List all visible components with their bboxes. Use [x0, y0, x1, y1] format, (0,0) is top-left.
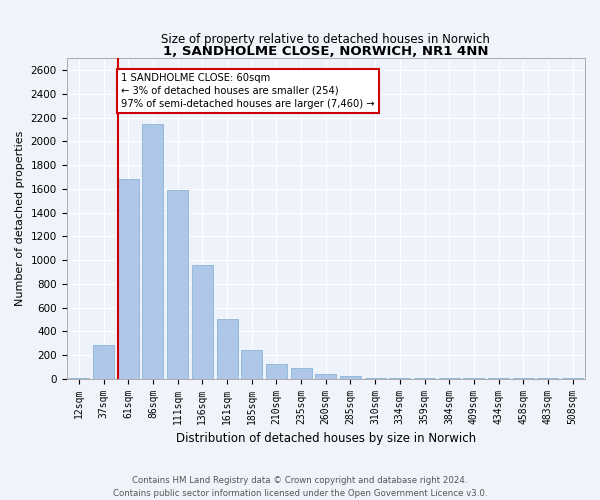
X-axis label: Distribution of detached houses by size in Norwich: Distribution of detached houses by size …: [176, 432, 476, 445]
Bar: [142, 124, 163, 378]
Text: 1 SANDHOLME CLOSE: 60sqm
← 3% of detached houses are smaller (254)
97% of semi-d: 1 SANDHOLME CLOSE: 60sqm ← 3% of detache…: [121, 72, 375, 109]
Bar: [241, 350, 262, 378]
Bar: [93, 346, 114, 378]
Bar: [266, 364, 287, 378]
Bar: [290, 368, 311, 378]
Text: Size of property relative to detached houses in Norwich: Size of property relative to detached ho…: [161, 32, 490, 46]
Bar: [340, 376, 361, 378]
Bar: [217, 320, 238, 378]
Bar: [315, 374, 336, 378]
Y-axis label: Number of detached properties: Number of detached properties: [15, 131, 25, 306]
Bar: [192, 265, 213, 378]
Bar: [118, 180, 139, 378]
Bar: [167, 190, 188, 378]
Title: 1, SANDHOLME CLOSE, NORWICH, NR1 4NN: 1, SANDHOLME CLOSE, NORWICH, NR1 4NN: [163, 46, 488, 59]
Text: Contains HM Land Registry data © Crown copyright and database right 2024.
Contai: Contains HM Land Registry data © Crown c…: [113, 476, 487, 498]
